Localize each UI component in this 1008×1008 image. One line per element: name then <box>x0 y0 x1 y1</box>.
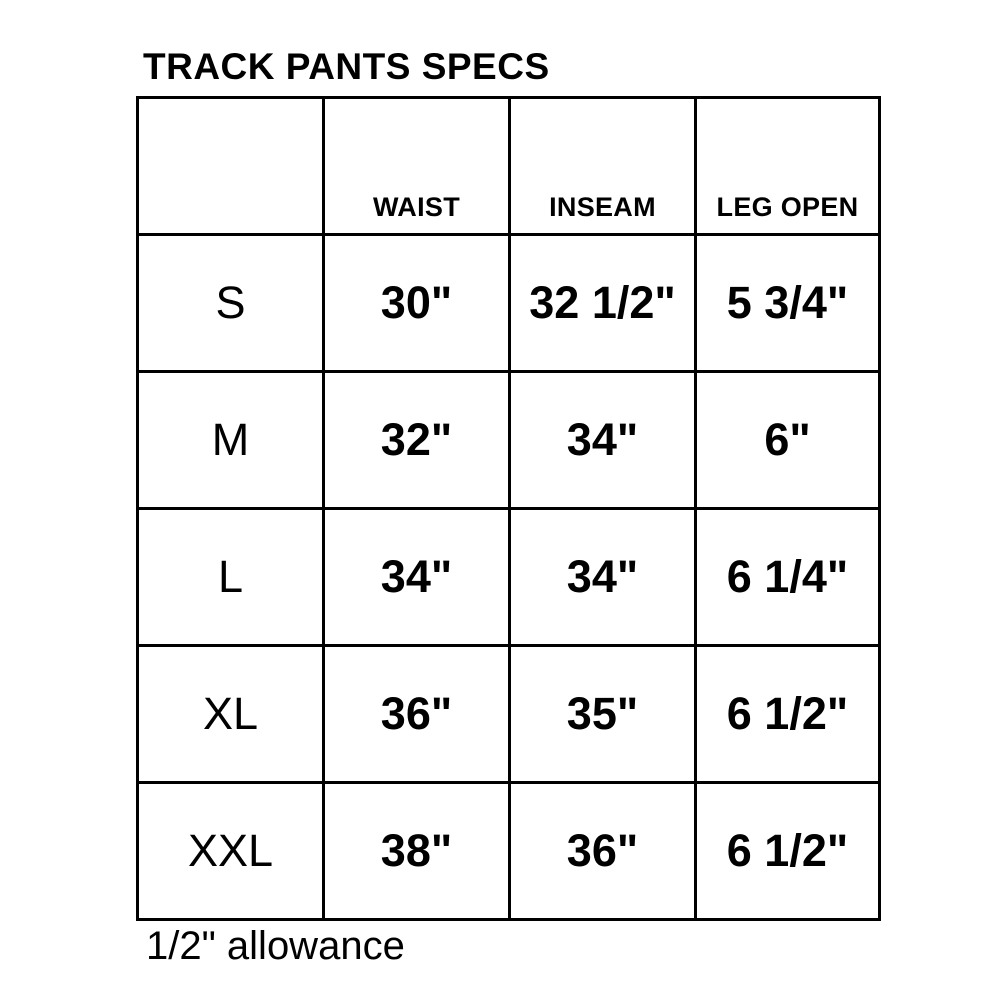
waist-value: 36" <box>322 644 511 784</box>
table-row-l: L 34" 34" 6 1/4" <box>136 507 881 647</box>
waist-value: 34" <box>322 507 511 647</box>
page-title: TRACK PANTS SPECS <box>143 46 550 87</box>
header-row: WAIST INSEAM LEG OPEN <box>136 96 881 236</box>
inseam-value: 34" <box>508 507 697 647</box>
inseam-value: 35" <box>508 644 697 784</box>
waist-value: 38" <box>322 781 511 921</box>
column-header-waist: WAIST <box>322 96 511 236</box>
size-label: XL <box>136 644 325 784</box>
table-row-xxl: XXL 38" 36" 6 1/2" <box>136 781 881 921</box>
inseam-value: 34" <box>508 370 697 510</box>
size-label: L <box>136 507 325 647</box>
column-header-inseam: INSEAM <box>508 96 697 236</box>
table-row-m: M 32" 34" 6" <box>136 370 881 510</box>
waist-value: 30" <box>322 233 511 373</box>
leg-open-value: 6 1/2" <box>694 781 881 921</box>
size-spec-table: WAIST INSEAM LEG OPEN S 30" 32 1/2" 5 3/… <box>136 96 881 921</box>
inseam-value: 36" <box>508 781 697 921</box>
column-header-leg-open: LEG OPEN <box>694 96 881 236</box>
waist-value: 32" <box>322 370 511 510</box>
leg-open-value: 6 1/4" <box>694 507 881 647</box>
size-label: XXL <box>136 781 325 921</box>
size-label: S <box>136 233 325 373</box>
table-row-xl: XL 36" 35" 6 1/2" <box>136 644 881 784</box>
allowance-footnote: 1/2" allowance <box>146 924 405 968</box>
table-row-s: S 30" 32 1/2" 5 3/4" <box>136 233 881 373</box>
leg-open-value: 6" <box>694 370 881 510</box>
inseam-value: 32 1/2" <box>508 233 697 373</box>
leg-open-value: 6 1/2" <box>694 644 881 784</box>
leg-open-value: 5 3/4" <box>694 233 881 373</box>
corner-cell <box>136 96 325 236</box>
size-label: M <box>136 370 325 510</box>
